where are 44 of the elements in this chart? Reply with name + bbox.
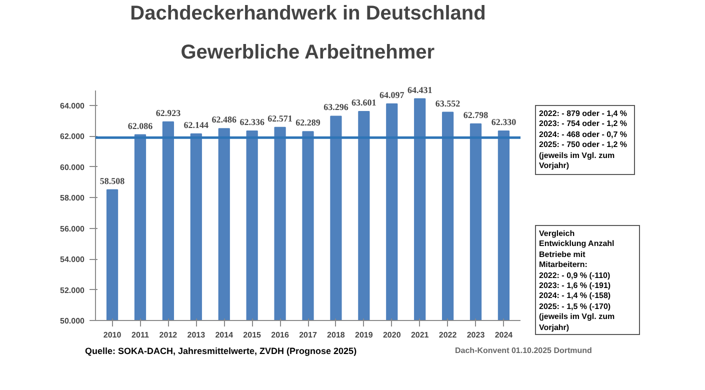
y-tick-label: 64.000	[60, 101, 86, 110]
x-tick-label: 2021	[410, 330, 430, 340]
data-label: 62.923	[156, 108, 182, 118]
y-tick-label: 50.000	[60, 316, 86, 326]
data-label: 62.086	[128, 120, 154, 131]
data-label: 62.336	[240, 116, 265, 127]
y-tick-label: 60.000	[60, 162, 86, 172]
text: Dach-Konvent 01.10.2025 Dortmund	[455, 345, 592, 356]
data-label: 62.571	[268, 113, 293, 124]
data-label: 62.144	[184, 120, 210, 130]
data-label: 58.508	[100, 176, 126, 186]
text: Vergleich Entwicklung Anzahl Betriebe mit Mitarbeitern: 2022: - 0,9 % (-110) 2023: - 1,6 % (-191) 2024: - 1,4 % (-158) 2025: - 1,5 % (-170) (jeweils im Vgl. zum Vorjahr)	[539, 229, 615, 332]
data-label: 64.097	[380, 90, 405, 100]
x-tick-label: 2019	[355, 330, 374, 340]
x-tick-label: 2014	[215, 330, 234, 340]
x-tick-label: 2017	[299, 330, 318, 340]
x-tick-label: 2016	[271, 330, 290, 340]
data-label: 64.431	[407, 84, 433, 95]
x-tick-label: 2020	[382, 330, 402, 340]
y-tick-label: 62.000	[60, 132, 86, 142]
data-label: 62.486	[212, 114, 237, 125]
data-label: 62.798	[463, 110, 489, 120]
x-tick-label: 2022	[438, 330, 458, 340]
x-tick-label: 2010	[103, 330, 122, 340]
y-tick-label: 54.000	[60, 255, 86, 264]
y-tick-label: 56.000	[60, 224, 86, 234]
data-label: 63.296	[324, 102, 349, 112]
x-tick-label: 2024	[494, 330, 514, 340]
data-label: 63.552	[435, 98, 461, 108]
x-tick-label: 2023	[466, 330, 486, 340]
source-note: Quelle: SOKA-DACH, Jahresmittelwerte, ZVDH (Prognose 2025)	[85, 345, 357, 358]
x-tick-label: 2018	[327, 330, 346, 340]
data-label: 62.330	[491, 117, 517, 128]
y-tick-label: 58.000	[60, 194, 86, 203]
y-tick-label: 52.000	[60, 286, 86, 295]
chart-subtitle: Gewerbliche Arbeitnehmer	[180, 42, 435, 64]
data-label: 62.289	[296, 118, 321, 128]
x-tick-label: 2015	[243, 330, 262, 340]
text: 2022: - 879 oder - 1,4 % 2023: - 754 oder - 1,2 % 2024: - 468 oder - 0,7 % 2025: - 750 oder - 1,2 % (jeweils im Vgl. zum Vorjahr)	[539, 109, 628, 172]
x-tick-label: 2012	[159, 330, 178, 340]
x-tick-label: 2013	[187, 330, 206, 340]
chart-title: Dachdeckerhandwerk in Deutschland	[130, 2, 486, 24]
data-label: 63.601	[352, 98, 377, 108]
x-tick-label: 2011	[132, 330, 150, 340]
